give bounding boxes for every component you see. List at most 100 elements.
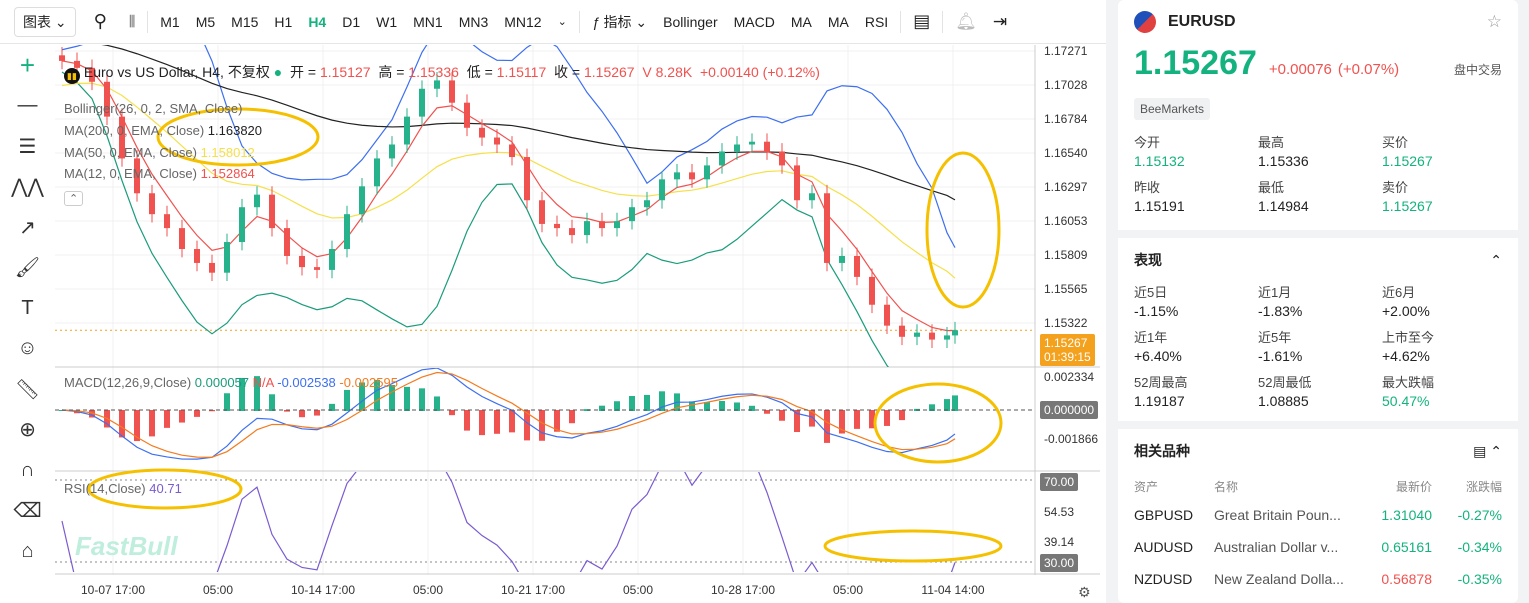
candlestick-type-icon[interactable]: ⫼ — [128, 13, 136, 29]
favorite-star-icon[interactable]: ☆ — [1486, 12, 1502, 31]
tf-MN12[interactable]: MN12 — [504, 13, 542, 30]
time-axis-label: 11-04 14:00 — [921, 583, 985, 597]
tf-H4[interactable]: H4 — [308, 13, 327, 30]
macd-hist-value: 0.000057 — [194, 375, 250, 390]
chart-legend: ▮▮ Euro vs US Dollar, H4, 不复权 ● 开 = 1.15… — [64, 62, 820, 84]
quote-value: 1.15191 — [1134, 198, 1185, 214]
arrow-line-icon[interactable]: ↗ — [19, 216, 36, 239]
collapse-chevron-icon[interactable]: ⌃ — [1490, 442, 1502, 459]
macd-legend[interactable]: MACD(12,26,9,Close) 0.000057 N/A -0.0025… — [64, 375, 398, 390]
price-axis-label: 1.15565 — [1044, 282, 1088, 296]
price-axis-label: 1.17028 — [1044, 78, 1088, 92]
tf-W1[interactable]: W1 — [376, 13, 398, 30]
candle-body — [749, 141, 755, 145]
quote-item: 今开 1.15132 — [1134, 132, 1258, 169]
candle-body — [779, 151, 785, 166]
quote-value: 1.15267 — [1382, 153, 1433, 169]
candle-body — [824, 193, 830, 263]
market-status: 盘中交易 — [1453, 63, 1502, 77]
divider — [1118, 230, 1518, 238]
indicator-bollinger[interactable]: Bollinger — [663, 13, 718, 30]
collapse-legend-button[interactable]: ⌃ — [64, 191, 84, 206]
tf-M15[interactable]: M15 — [231, 13, 259, 30]
ma200-legend[interactable]: MA(200, 0, EMA, Close) 1.163820 — [64, 123, 262, 138]
macd-histogram-bar — [929, 404, 935, 411]
time-axis-label: 05:00 — [202, 583, 234, 597]
ma200-value: 1.163820 — [207, 123, 263, 138]
related-row[interactable]: GBPUSD Great Britain Poun... 1.31040 -0.27% — [1134, 499, 1502, 531]
related-row[interactable]: NZDUSD New Zealand Dolla... 0.56878 -0.35% — [1134, 563, 1502, 595]
current-price-label: 1.15267 01:39:15 — [1040, 334, 1095, 366]
candle-body — [254, 194, 260, 208]
indicators-button[interactable]: ƒ 指标 ⌄ — [591, 13, 648, 30]
panel-change: +0.00076 — [1268, 61, 1332, 78]
indicator-rsi[interactable]: RSI — [864, 13, 889, 30]
price-chart[interactable] — [0, 0, 1106, 603]
tf-M5[interactable]: M5 — [195, 13, 216, 30]
candle-body — [434, 80, 440, 89]
ma12-legend[interactable]: MA(12, 0, EMA, Close) 1.152864 — [64, 166, 255, 181]
bollinger-legend[interactable]: Bollinger(26, 0, 2, SMA, Close) — [64, 101, 243, 116]
price-axis-label: 1.17271 — [1044, 44, 1088, 58]
candle-body — [239, 207, 245, 243]
zoom-in-icon[interactable]: ⊕ — [19, 419, 36, 442]
macd-na: N/A — [252, 375, 274, 390]
parallel-lines-icon[interactable]: ☰ — [18, 135, 37, 158]
lock-icon[interactable]: ⌂ — [21, 539, 34, 562]
exit-fullscreen-icon[interactable]: ⇥ — [992, 11, 1008, 31]
market-open-dot-icon: ● — [273, 64, 283, 80]
macd-histogram-bar — [494, 410, 500, 434]
tf-M1[interactable]: M1 — [160, 13, 180, 30]
eraser-icon[interactable]: ⌫ — [13, 500, 42, 523]
performance-value: 1.08885 — [1258, 393, 1309, 409]
macd-histogram-bar — [314, 410, 320, 416]
macd-label: MACD(12,26,9,Close) — [64, 375, 192, 390]
macd-signal-line — [61, 371, 956, 458]
text-icon[interactable]: T — [21, 296, 34, 319]
collapse-chevron-icon[interactable]: ⌃ — [1490, 251, 1502, 268]
macd-histogram-bar — [299, 410, 305, 418]
macd-histogram-bar — [659, 391, 665, 411]
horizontal-line-icon[interactable]: — — [17, 94, 38, 117]
crosshair-icon[interactable]: + — [19, 49, 36, 80]
ruler-icon[interactable]: 📏︎ — [14, 378, 41, 401]
chart-menu-button[interactable]: 图表 ⌄ — [14, 6, 76, 37]
symbol-logo-icon: ▮▮ — [64, 68, 80, 84]
ma50-legend[interactable]: MA(50, 0, EMA, Close) 1.158012 — [64, 145, 255, 160]
related-price: 0.56878 — [1381, 571, 1432, 587]
broker-badge[interactable]: BeeMarkets — [1134, 98, 1211, 120]
alert-bell-icon[interactable]: 🔔︎ — [955, 11, 977, 31]
tf-H1[interactable]: H1 — [274, 13, 293, 30]
related-row[interactable]: AUDUSD Australian Dollar v... 0.65161 -0.34… — [1134, 531, 1502, 563]
search-icon[interactable]: ⚲ — [93, 11, 107, 31]
candle-body — [952, 330, 958, 336]
timeframe-more-chevron-icon[interactable]: ⌄ — [557, 16, 567, 28]
performance-label: 近6月 — [1382, 285, 1416, 300]
layout-icon[interactable]: ▤ — [913, 11, 931, 31]
chart-area[interactable]: 图表 ⌄ ⚲ ⫼ M1 M5 M15 H1 H4 D1 W1 MN1 MN3 M… — [0, 0, 1106, 603]
tf-MN3[interactable]: MN3 — [458, 13, 489, 30]
tf-D1[interactable]: D1 — [342, 13, 361, 30]
pattern-icon[interactable]: ⋀⋀ — [11, 176, 44, 199]
candle-body — [689, 172, 695, 180]
list-icon[interactable]: ▤ — [1473, 442, 1487, 459]
low-value: 1.15117 — [496, 64, 547, 80]
magnet-icon[interactable]: ∩ — [20, 458, 35, 481]
performance-item: 52周最低 1.08885 — [1258, 372, 1382, 409]
indicator-ma[interactable]: MA — [790, 13, 812, 30]
macd-histogram-bar — [284, 410, 290, 412]
performance-value: 1.19187 — [1134, 393, 1185, 409]
tf-MN1[interactable]: MN1 — [413, 13, 443, 30]
performance-value: -1.15% — [1134, 303, 1179, 319]
settings-gear-icon[interactable]: ⚙ — [1078, 584, 1091, 600]
candle-body — [449, 80, 455, 103]
rsi-legend[interactable]: RSI(14,Close) 40.71 — [64, 481, 182, 496]
indicator-ma-2[interactable]: MA — [827, 13, 849, 30]
macd-histogram-bar — [344, 389, 350, 411]
emoji-icon[interactable]: ☺ — [17, 337, 38, 360]
indicator-macd[interactable]: MACD — [733, 13, 775, 30]
performance-value: +6.40% — [1134, 348, 1182, 364]
macd-histogram-bar — [524, 410, 530, 441]
brush-icon[interactable]: 🖌︎ — [14, 257, 41, 280]
related-actions: ▤ ⌃ — [1473, 443, 1502, 460]
